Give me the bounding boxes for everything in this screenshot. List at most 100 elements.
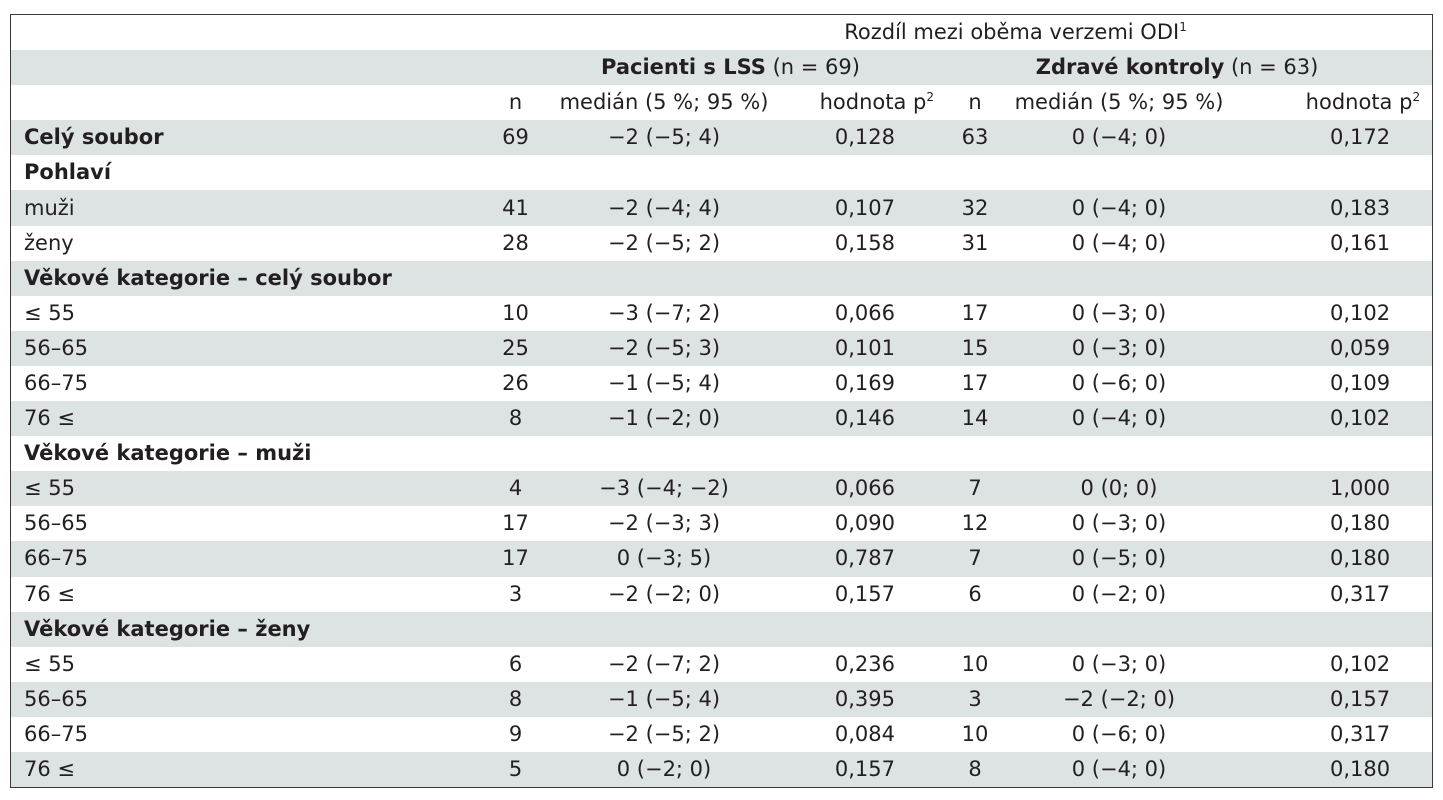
row-label: 56–65: [11, 330, 479, 366]
patients-median: −1 (−5; 4): [552, 681, 776, 717]
controls-pvalue: 0,109: [1329, 370, 1391, 395]
controls-n: 12: [961, 511, 989, 536]
row-label: ženy: [24, 230, 74, 255]
row-label: 56–65: [11, 681, 479, 717]
patients-n: 9: [508, 721, 523, 746]
controls-pvalue: 0,102: [1230, 401, 1433, 437]
patients-pvalue: 0,787: [776, 541, 942, 577]
patients-median: −2 (−7; 2): [607, 651, 721, 676]
controls-n: 63: [942, 120, 1008, 156]
controls-median: 0 (−4; 0): [1008, 120, 1230, 156]
patients-n: 17: [479, 541, 552, 577]
controls-median: −2 (−2; 0): [1008, 681, 1230, 717]
controls-median: 0 (−4; 0): [1008, 401, 1230, 437]
controls-pvalue: 0,172: [1230, 120, 1433, 156]
section-label: Věkové kategorie – celý soubor: [11, 260, 1433, 296]
controls-median: 0 (−4; 0): [1008, 190, 1230, 226]
table-row: 76 ≤ 3 −2 (−2; 0) 0,157 6 0 (−2; 0) 0,317: [11, 577, 1432, 612]
table-title: Rozdíl mezi oběma verzemi ODI1: [479, 15, 1432, 50]
controls-n: 32: [942, 190, 1008, 226]
patients-n: 4: [479, 471, 552, 507]
patients-n: 41: [479, 190, 552, 226]
row-label: 66–75: [24, 721, 88, 746]
controls-pvalue: 0,317: [1329, 581, 1391, 606]
patients-n: 3: [508, 581, 523, 606]
group-count: (n = 63): [1230, 55, 1319, 80]
col-header-median: medián (5 %; 95 %): [559, 90, 769, 115]
col-header-median: medián (5 %; 95 %): [1014, 90, 1224, 115]
header-row-title: Rozdíl mezi oběma verzemi ODI1: [11, 15, 1432, 50]
group-header-controls: Zdravé kontroly (n = 63): [942, 50, 1433, 86]
table-row: ženy 28 −2 (−5; 2) 0,158 31 0 (−4; 0) 0,161: [11, 226, 1432, 261]
row-label: 66–75: [11, 541, 479, 577]
patients-n: 26: [502, 370, 529, 395]
header-row-groups: Pacienti s LSS (n = 69) Zdravé kontroly …: [11, 50, 1433, 86]
patients-median: −2 (−5; 2): [607, 721, 721, 746]
controls-n: 8: [942, 751, 1008, 788]
controls-median: 0 (−3; 0): [1071, 511, 1167, 536]
controls-median: 0 (−2; 0): [1071, 581, 1167, 606]
table-row: muži 41 −2 (−4; 4) 0,107 32 0 (−4; 0) 0,183: [11, 190, 1433, 226]
patients-pvalue: 0,158: [834, 230, 895, 255]
patients-pvalue: 0,157: [834, 581, 895, 606]
controls-n: 10: [961, 651, 989, 676]
controls-n: 6: [968, 581, 982, 606]
controls-n: 17: [961, 300, 989, 325]
controls-pvalue: 0,183: [1230, 190, 1433, 226]
patients-pvalue: 0,107: [776, 190, 942, 226]
patients-pvalue: 0,395: [776, 681, 942, 717]
controls-median: 0 (−4; 0): [1071, 230, 1167, 255]
controls-median: 0 (−3; 0): [1071, 651, 1167, 676]
patients-n: 8: [479, 401, 552, 437]
row-label: 76 ≤: [11, 401, 479, 437]
section-row: Pohlaví: [11, 155, 1432, 190]
patients-pvalue: 0,101: [776, 330, 942, 366]
col-header-pvalue: hodnota p2: [819, 90, 934, 115]
patients-median: −2 (−5; 3): [552, 330, 776, 366]
header-row-columns: n medián (5 %; 95 %) hodnota p2 n medián…: [11, 85, 1432, 120]
controls-pvalue: 0,180: [1230, 751, 1433, 788]
section-row: Věkové kategorie – celý soubor: [11, 260, 1433, 296]
row-label: muži: [11, 190, 479, 226]
controls-n: 7: [942, 541, 1008, 577]
group-header-patients: Pacienti s LSS (n = 69): [479, 50, 942, 86]
patients-median: −2 (−3; 3): [607, 511, 721, 536]
patients-n: 28: [502, 230, 529, 255]
table-row: ≤ 55 6 −2 (−7; 2) 0,236 10 0 (−3; 0) 0,102: [11, 647, 1432, 682]
patients-pvalue: 0,066: [834, 300, 895, 325]
table-row: ≤ 55 4 −3 (−4; −2) 0,066 7 0 (0; 0) 1,000: [11, 471, 1433, 507]
table-title-text: Rozdíl mezi oběma verzemi ODI: [844, 20, 1180, 45]
controls-n: 14: [942, 401, 1008, 437]
controls-median: 0 (0; 0): [1008, 471, 1230, 507]
table-row: 66–75 9 −2 (−5; 2) 0,084 10 0 (−6; 0) 0,317: [11, 717, 1432, 752]
table-row: 66–75 26 −1 (−5; 4) 0,169 17 0 (−6; 0) 0,109: [11, 366, 1432, 401]
patients-n: 69: [479, 120, 552, 156]
patients-n: 10: [502, 300, 529, 325]
controls-pvalue: 1,000: [1230, 471, 1433, 507]
row-label: 66–75: [24, 370, 88, 395]
patients-n: 17: [502, 511, 529, 536]
group-count: (n = 69): [772, 55, 860, 80]
controls-median: 0 (−6; 0): [1071, 721, 1167, 746]
patients-median: −2 (−2; 0): [607, 581, 721, 606]
table-row: Celý soubor 69 −2 (−5; 4) 0,128 63 0 (−4; 0) 0…: [11, 120, 1433, 156]
controls-pvalue: 0,102: [1329, 300, 1391, 325]
odi-difference-table: Rozdíl mezi oběma verzemi ODI1 Pacienti …: [11, 15, 1433, 788]
controls-n: 17: [961, 370, 989, 395]
controls-pvalue: 0,180: [1329, 511, 1391, 536]
patients-median: 0 (−3; 5): [552, 541, 776, 577]
controls-n: 10: [961, 721, 989, 746]
patients-n: 25: [479, 330, 552, 366]
row-label: 76 ≤: [11, 751, 479, 788]
controls-median: 0 (−4; 0): [1008, 751, 1230, 788]
row-label: ≤ 55: [11, 471, 479, 507]
patients-median: −3 (−4; −2): [552, 471, 776, 507]
patients-pvalue: 0,157: [776, 751, 942, 788]
row-label: Celý soubor: [11, 120, 479, 156]
table-row: 56–65 25 −2 (−5; 3) 0,101 15 0 (−3; 0) 0,059: [11, 330, 1433, 366]
section-label: Věkové kategorie – ženy: [11, 611, 1433, 647]
controls-pvalue: 0,317: [1329, 721, 1391, 746]
group-name: Zdravé kontroly: [1035, 55, 1225, 80]
controls-median: 0 (−5; 0): [1008, 541, 1230, 577]
patients-pvalue: 0,066: [776, 471, 942, 507]
